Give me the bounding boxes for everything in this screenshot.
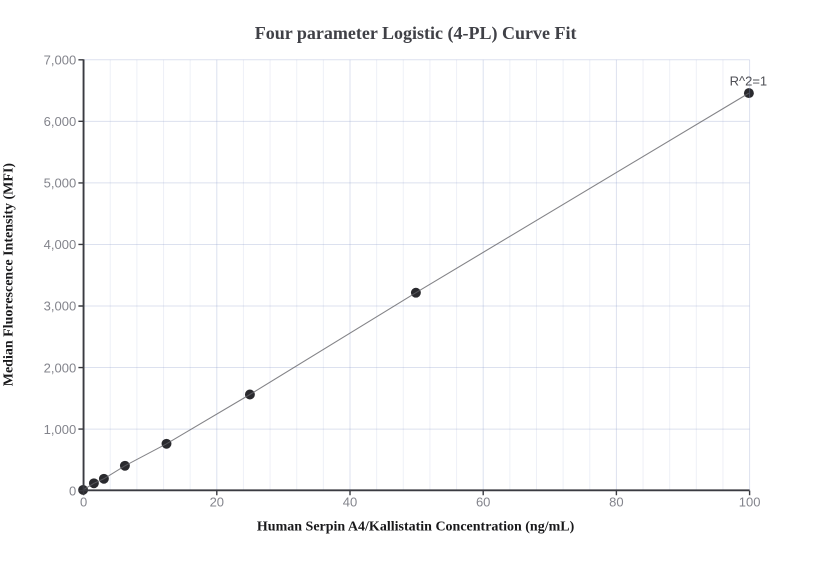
svg-text:4,000: 4,000 xyxy=(44,237,77,252)
svg-text:20: 20 xyxy=(210,495,224,510)
svg-text:0: 0 xyxy=(80,495,87,510)
svg-text:5,000: 5,000 xyxy=(44,176,77,191)
svg-text:1,000: 1,000 xyxy=(44,422,77,437)
svg-text:6,000: 6,000 xyxy=(44,114,77,129)
svg-text:3,000: 3,000 xyxy=(44,299,77,314)
svg-text:0: 0 xyxy=(69,483,76,498)
svg-text:Four parameter Logistic (4-PL): Four parameter Logistic (4-PL) Curve Fit xyxy=(255,23,577,44)
svg-text:2,000: 2,000 xyxy=(44,360,77,375)
svg-text:R^2=1: R^2=1 xyxy=(730,73,768,88)
svg-text:40: 40 xyxy=(343,495,357,510)
svg-text:Median Fluorescence Intensity: Median Fluorescence Intensity (MFI) xyxy=(2,163,17,387)
svg-text:Human Serpin A4/Kallistatin Co: Human Serpin A4/Kallistatin Concentratio… xyxy=(257,520,575,535)
svg-text:80: 80 xyxy=(609,495,623,510)
svg-text:60: 60 xyxy=(476,495,490,510)
svg-text:7,000: 7,000 xyxy=(44,53,77,68)
svg-text:100: 100 xyxy=(739,495,761,510)
